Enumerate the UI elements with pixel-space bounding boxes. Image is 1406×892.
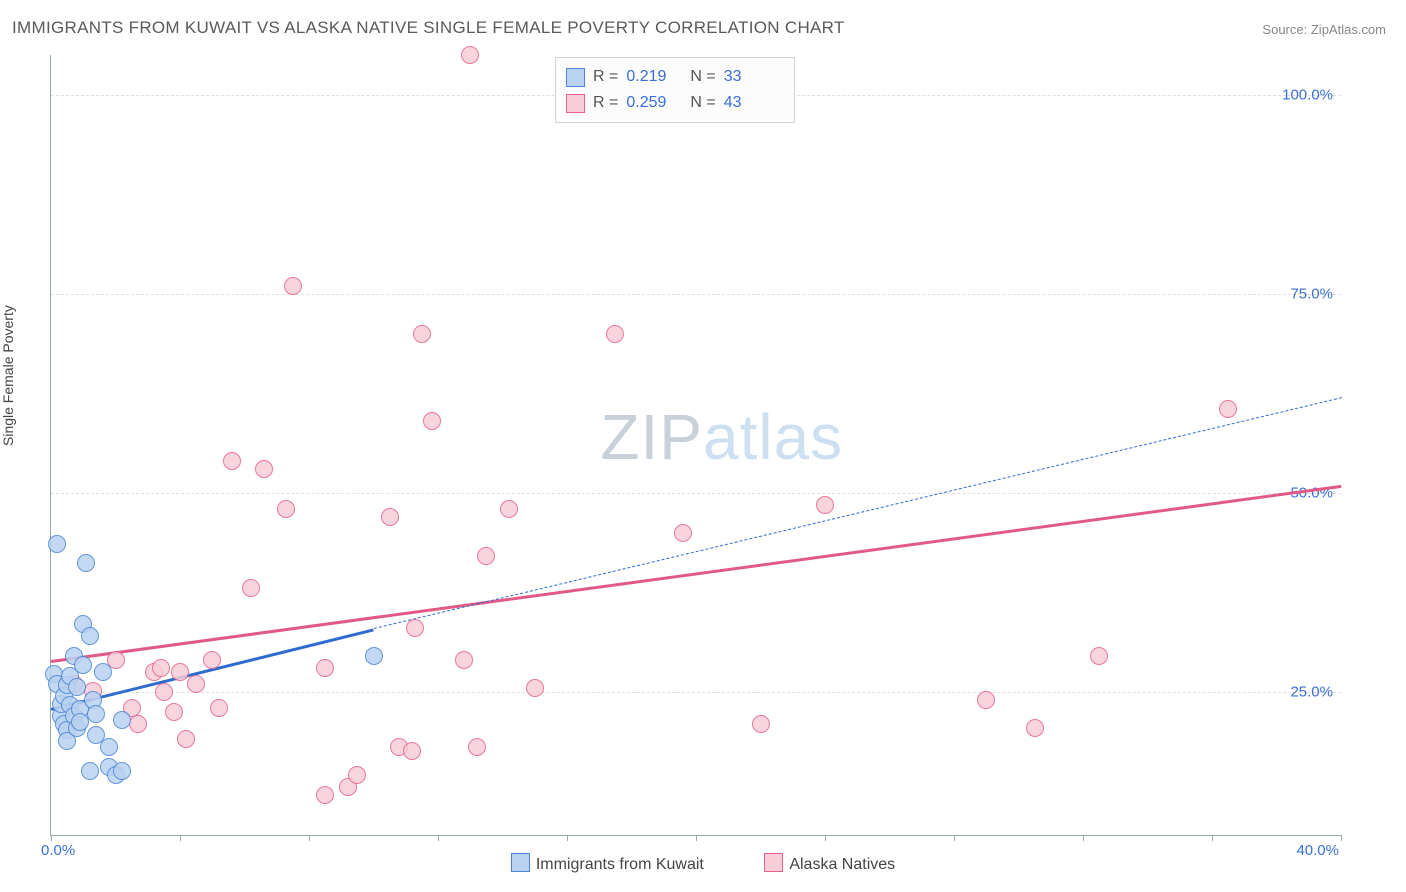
swatch-alaska-icon xyxy=(764,853,783,872)
legend-label-kuwait: Immigrants from Kuwait xyxy=(536,856,704,873)
data-point xyxy=(526,679,544,697)
data-point xyxy=(171,663,189,681)
data-point xyxy=(674,524,692,542)
x-tick xyxy=(696,835,697,841)
scatter-plot: ZIPatlas 25.0%50.0%75.0%100.0%0.0%40.0% xyxy=(50,55,1341,836)
data-point xyxy=(752,715,770,733)
data-point xyxy=(468,738,486,756)
data-point xyxy=(1219,400,1237,418)
data-point xyxy=(210,699,228,717)
data-point xyxy=(113,711,131,729)
swatch-kuwait-icon xyxy=(511,853,530,872)
data-point xyxy=(1090,647,1108,665)
x-tick xyxy=(438,835,439,841)
gridline xyxy=(51,493,1341,494)
source-label: Source: xyxy=(1262,22,1307,37)
stats-row-kuwait: R = 0.219 N = 33 xyxy=(566,64,780,90)
x-tick xyxy=(825,835,826,841)
data-point xyxy=(1026,719,1044,737)
data-point xyxy=(406,619,424,637)
y-tick-label: 75.0% xyxy=(1290,285,1333,302)
data-point xyxy=(81,762,99,780)
n-label: N = xyxy=(690,94,715,112)
data-point xyxy=(74,656,92,674)
data-point xyxy=(606,325,624,343)
gridline xyxy=(51,294,1341,295)
x-tick xyxy=(1083,835,1084,841)
y-tick-label: 25.0% xyxy=(1290,683,1333,700)
x-tick xyxy=(309,835,310,841)
data-point xyxy=(977,691,995,709)
data-point xyxy=(461,46,479,64)
data-point xyxy=(165,703,183,721)
data-point xyxy=(477,547,495,565)
gridline xyxy=(51,692,1341,693)
x-tick xyxy=(954,835,955,841)
data-point xyxy=(316,786,334,804)
trend-line xyxy=(51,485,1341,663)
legend-item-alaska: Alaska Natives xyxy=(764,856,895,873)
data-point xyxy=(277,500,295,518)
data-point xyxy=(155,683,173,701)
n-label: N = xyxy=(690,68,715,86)
data-point xyxy=(187,675,205,693)
data-point xyxy=(284,277,302,295)
r-value-kuwait: 0.219 xyxy=(626,68,682,86)
r-label: R = xyxy=(593,68,618,86)
data-point xyxy=(423,412,441,430)
data-point xyxy=(242,579,260,597)
data-point xyxy=(48,535,66,553)
data-point xyxy=(316,659,334,677)
data-point xyxy=(255,460,273,478)
data-point xyxy=(77,554,95,572)
swatch-kuwait xyxy=(566,68,585,87)
legend-label-alaska: Alaska Natives xyxy=(789,856,895,873)
x-tick xyxy=(567,835,568,841)
watermark-part2: atlas xyxy=(703,401,843,473)
series-legend: Immigrants from Kuwait Alaska Natives xyxy=(0,853,1406,874)
watermark: ZIPatlas xyxy=(600,400,843,474)
swatch-alaska xyxy=(566,94,585,113)
data-point xyxy=(152,659,170,677)
data-point xyxy=(223,452,241,470)
data-point xyxy=(381,508,399,526)
data-point xyxy=(816,496,834,514)
x-tick xyxy=(180,835,181,841)
data-point xyxy=(413,325,431,343)
source-attribution: Source: ZipAtlas.com xyxy=(1262,22,1386,37)
watermark-part1: ZIP xyxy=(600,401,703,473)
x-tick xyxy=(51,835,52,841)
trend-line xyxy=(373,397,1341,629)
n-value-alaska: 43 xyxy=(724,94,780,112)
r-value-alaska: 0.259 xyxy=(626,94,682,112)
data-point xyxy=(455,651,473,669)
y-axis-title: Single Female Poverty xyxy=(0,305,16,446)
data-point xyxy=(365,647,383,665)
data-point xyxy=(87,705,105,723)
x-tick xyxy=(1341,835,1342,841)
y-tick-label: 100.0% xyxy=(1282,86,1333,103)
data-point xyxy=(403,742,421,760)
data-point xyxy=(81,627,99,645)
data-point xyxy=(348,766,366,784)
stats-row-alaska: R = 0.259 N = 43 xyxy=(566,90,780,116)
stats-legend: R = 0.219 N = 33 R = 0.259 N = 43 xyxy=(555,57,795,123)
data-point xyxy=(100,738,118,756)
data-point xyxy=(177,730,195,748)
source-name: ZipAtlas.com xyxy=(1311,22,1386,37)
data-point xyxy=(203,651,221,669)
n-value-kuwait: 33 xyxy=(724,68,780,86)
chart-title: IMMIGRANTS FROM KUWAIT VS ALASKA NATIVE … xyxy=(12,18,845,38)
legend-item-kuwait: Immigrants from Kuwait xyxy=(511,856,709,873)
r-label: R = xyxy=(593,94,618,112)
data-point xyxy=(68,678,86,696)
data-point xyxy=(113,762,131,780)
x-tick xyxy=(1212,835,1213,841)
data-point xyxy=(129,715,147,733)
data-point xyxy=(500,500,518,518)
data-point xyxy=(94,663,112,681)
